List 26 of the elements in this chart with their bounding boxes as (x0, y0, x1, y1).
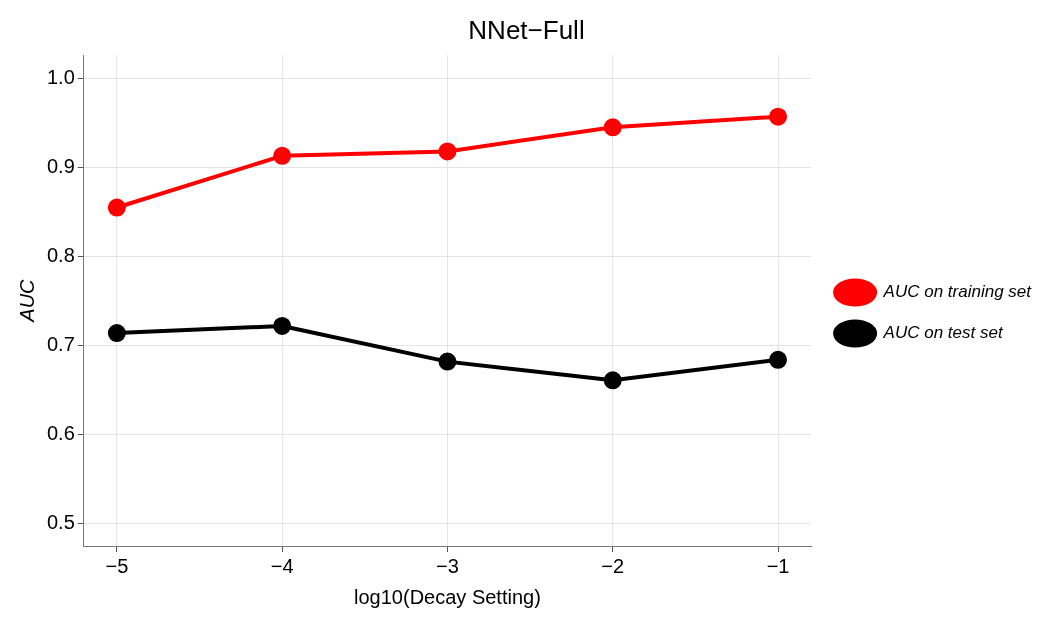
x-tick-label: −3 (436, 554, 459, 577)
y-tick-label: 0.7 (46, 333, 75, 356)
point (438, 352, 457, 371)
x-axis-title: log10(Decay Setting) (354, 585, 541, 608)
legend-label: AUC on training set (882, 282, 1033, 302)
y-tick-label: 0.9 (46, 154, 75, 177)
legend-label: AUC on test set (882, 323, 1004, 343)
chart-title: NNet−Full (468, 14, 585, 45)
y-axis-title: AUC (15, 278, 38, 323)
x-tick-label: −2 (601, 554, 625, 577)
point (107, 198, 126, 217)
x-tick-label: −5 (105, 554, 129, 577)
y-tick-label: 1.0 (46, 65, 75, 88)
point (603, 371, 622, 390)
x-tick-label: −4 (270, 554, 294, 577)
x-tick-label: −1 (766, 554, 790, 577)
point (273, 146, 292, 165)
point (769, 350, 788, 369)
y-tick-label: 0.6 (46, 422, 75, 445)
point (769, 107, 788, 126)
point (603, 118, 622, 137)
y-tick-label: 0.8 (46, 244, 75, 267)
point (438, 142, 457, 161)
y-tick-label: 0.5 (46, 511, 75, 534)
point (273, 316, 292, 335)
point (107, 324, 126, 343)
